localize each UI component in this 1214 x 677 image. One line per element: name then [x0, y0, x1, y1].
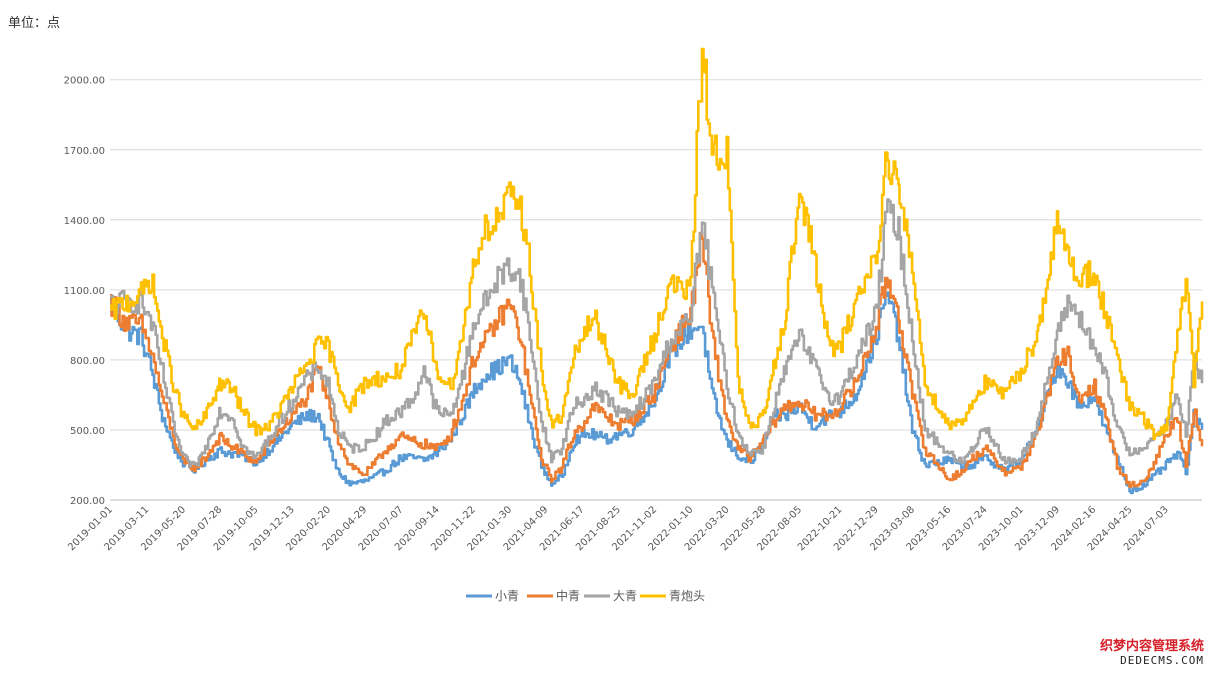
- unit-label: 单位：点: [8, 16, 61, 31]
- watermark-domain: DEDECMS.COM: [1120, 654, 1204, 667]
- legend-label: 青炮头: [669, 589, 705, 603]
- series-lines: [110, 47, 1204, 495]
- series-line-2: [110, 198, 1204, 468]
- legend: 小青 中青 大青 青炮头: [466, 588, 705, 603]
- y-tick-label: 200.00: [70, 496, 105, 507]
- y-tick-label: 2000.00: [64, 76, 105, 87]
- y-axis-ticks: 200.00 500.00 800.00 1100.00 1400.00 1700.00 2…: [64, 76, 105, 507]
- legend-label: 小青: [495, 589, 519, 603]
- x-axis-ticks: 2019-01-012019-03-112019-05-202019-07-28…: [66, 504, 1171, 553]
- y-tick-label: 1400.00: [64, 216, 105, 227]
- legend-label: 大青: [613, 589, 637, 603]
- legend-label: 中青: [556, 588, 580, 603]
- gridlines: [110, 79, 1202, 501]
- watermark-title: 织梦内容管理系统: [1099, 639, 1204, 654]
- y-tick-label: 1700.00: [64, 146, 105, 157]
- y-tick-label: 1100.00: [64, 286, 105, 297]
- series-line-1: [110, 231, 1204, 489]
- watermark: 织梦内容管理系统 DEDECMS.COM: [1100, 635, 1204, 667]
- y-tick-label: 500.00: [70, 426, 105, 437]
- series-line-0: [110, 291, 1204, 495]
- y-tick-label: 800.00: [70, 356, 105, 367]
- series-line-3: [110, 47, 1204, 441]
